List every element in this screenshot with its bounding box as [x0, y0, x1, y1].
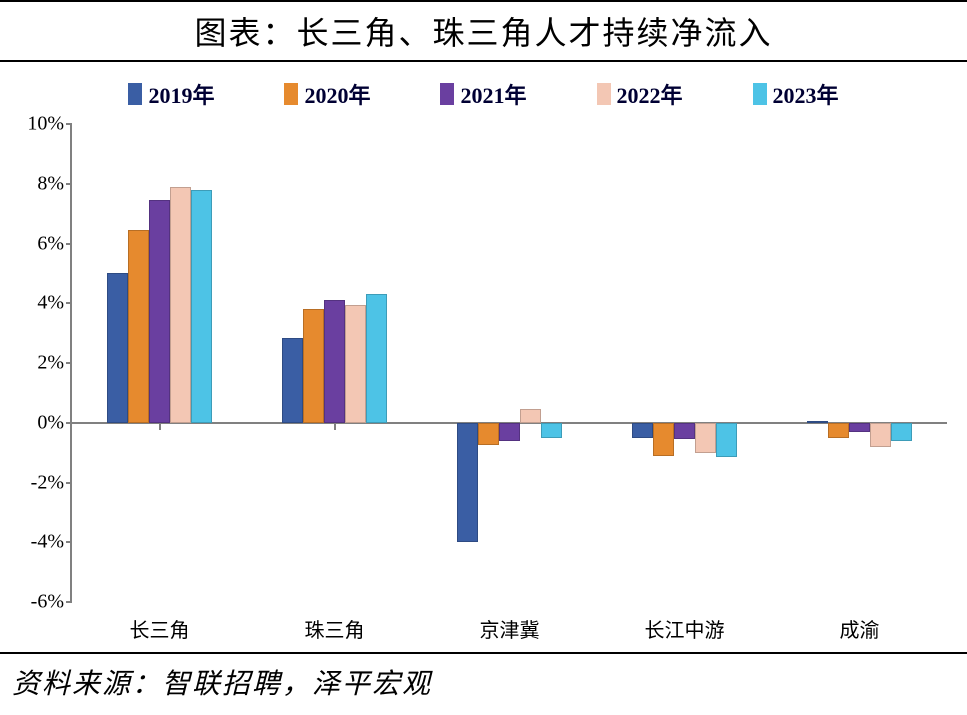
legend-swatch	[597, 83, 611, 105]
legend-item: 2020年	[284, 78, 370, 110]
bar	[366, 294, 387, 422]
x-tick	[334, 423, 336, 430]
y-tick-label: -4%	[31, 531, 72, 554]
bar	[303, 309, 324, 423]
legend-item: 2023年	[753, 78, 839, 110]
legend-label: 2020年	[304, 78, 370, 110]
bar	[541, 423, 562, 438]
legend: 2019年 2020年 2021年 2022年 2023年	[0, 78, 967, 110]
x-category-label: 成渝	[840, 614, 880, 643]
bar	[653, 423, 674, 456]
y-tick-label: 8%	[37, 172, 72, 195]
bar	[149, 200, 170, 423]
bar	[345, 305, 366, 423]
y-tick-label: -2%	[31, 471, 72, 494]
bar	[828, 423, 849, 438]
x-category-label: 长三角	[130, 614, 190, 643]
legend-item: 2019年	[128, 78, 214, 110]
bar	[457, 423, 478, 543]
bar	[674, 423, 695, 439]
legend-label: 2022年	[617, 78, 683, 110]
legend-item: 2022年	[597, 78, 683, 110]
bar	[632, 423, 653, 438]
y-tick-label: 6%	[37, 232, 72, 255]
legend-swatch	[284, 83, 298, 105]
y-tick-label: 2%	[37, 352, 72, 375]
y-tick-label: 10%	[27, 113, 72, 136]
x-category-label: 珠三角	[305, 614, 365, 643]
bar	[849, 423, 870, 432]
bar	[191, 190, 212, 423]
bar	[107, 273, 128, 422]
bar	[282, 338, 303, 423]
bar	[520, 409, 541, 422]
legend-swatch	[440, 83, 454, 105]
chart-area: 2019年2020年2021年2022年2023年 -6%-4%-2%0%2%4…	[0, 62, 967, 652]
source-citation: 资料来源：智联招聘，泽平宏观	[0, 652, 967, 710]
bar	[324, 300, 345, 422]
legend-item: 2021年	[440, 78, 526, 110]
legend-label: 2019年	[148, 78, 214, 110]
bar	[870, 423, 891, 447]
plot-area: -6%-4%-2%0%2%4%6%8%10%长三角珠三角京津冀长江中游成渝	[70, 124, 947, 602]
x-tick	[159, 423, 161, 430]
bar	[170, 187, 191, 423]
bar	[716, 423, 737, 457]
bar	[891, 423, 912, 441]
bar	[695, 423, 716, 453]
legend-swatch	[753, 83, 767, 105]
bar	[478, 423, 499, 445]
legend-label: 2023年	[773, 78, 839, 110]
legend-label: 2021年	[460, 78, 526, 110]
chart-container: 图表：长三角、珠三角人才持续净流入 2019年2020年2021年2022年20…	[0, 0, 967, 715]
y-tick-label: 4%	[37, 292, 72, 315]
x-category-label: 长江中游	[645, 614, 725, 643]
bar	[128, 230, 149, 423]
bar	[807, 421, 828, 423]
chart-title: 图表：长三角、珠三角人才持续净流入	[0, 0, 967, 62]
legend-swatch	[128, 83, 142, 105]
y-tick-label: 0%	[37, 411, 72, 434]
bar	[499, 423, 520, 441]
y-tick-label: -6%	[31, 591, 72, 614]
x-category-label: 京津冀	[480, 614, 540, 643]
